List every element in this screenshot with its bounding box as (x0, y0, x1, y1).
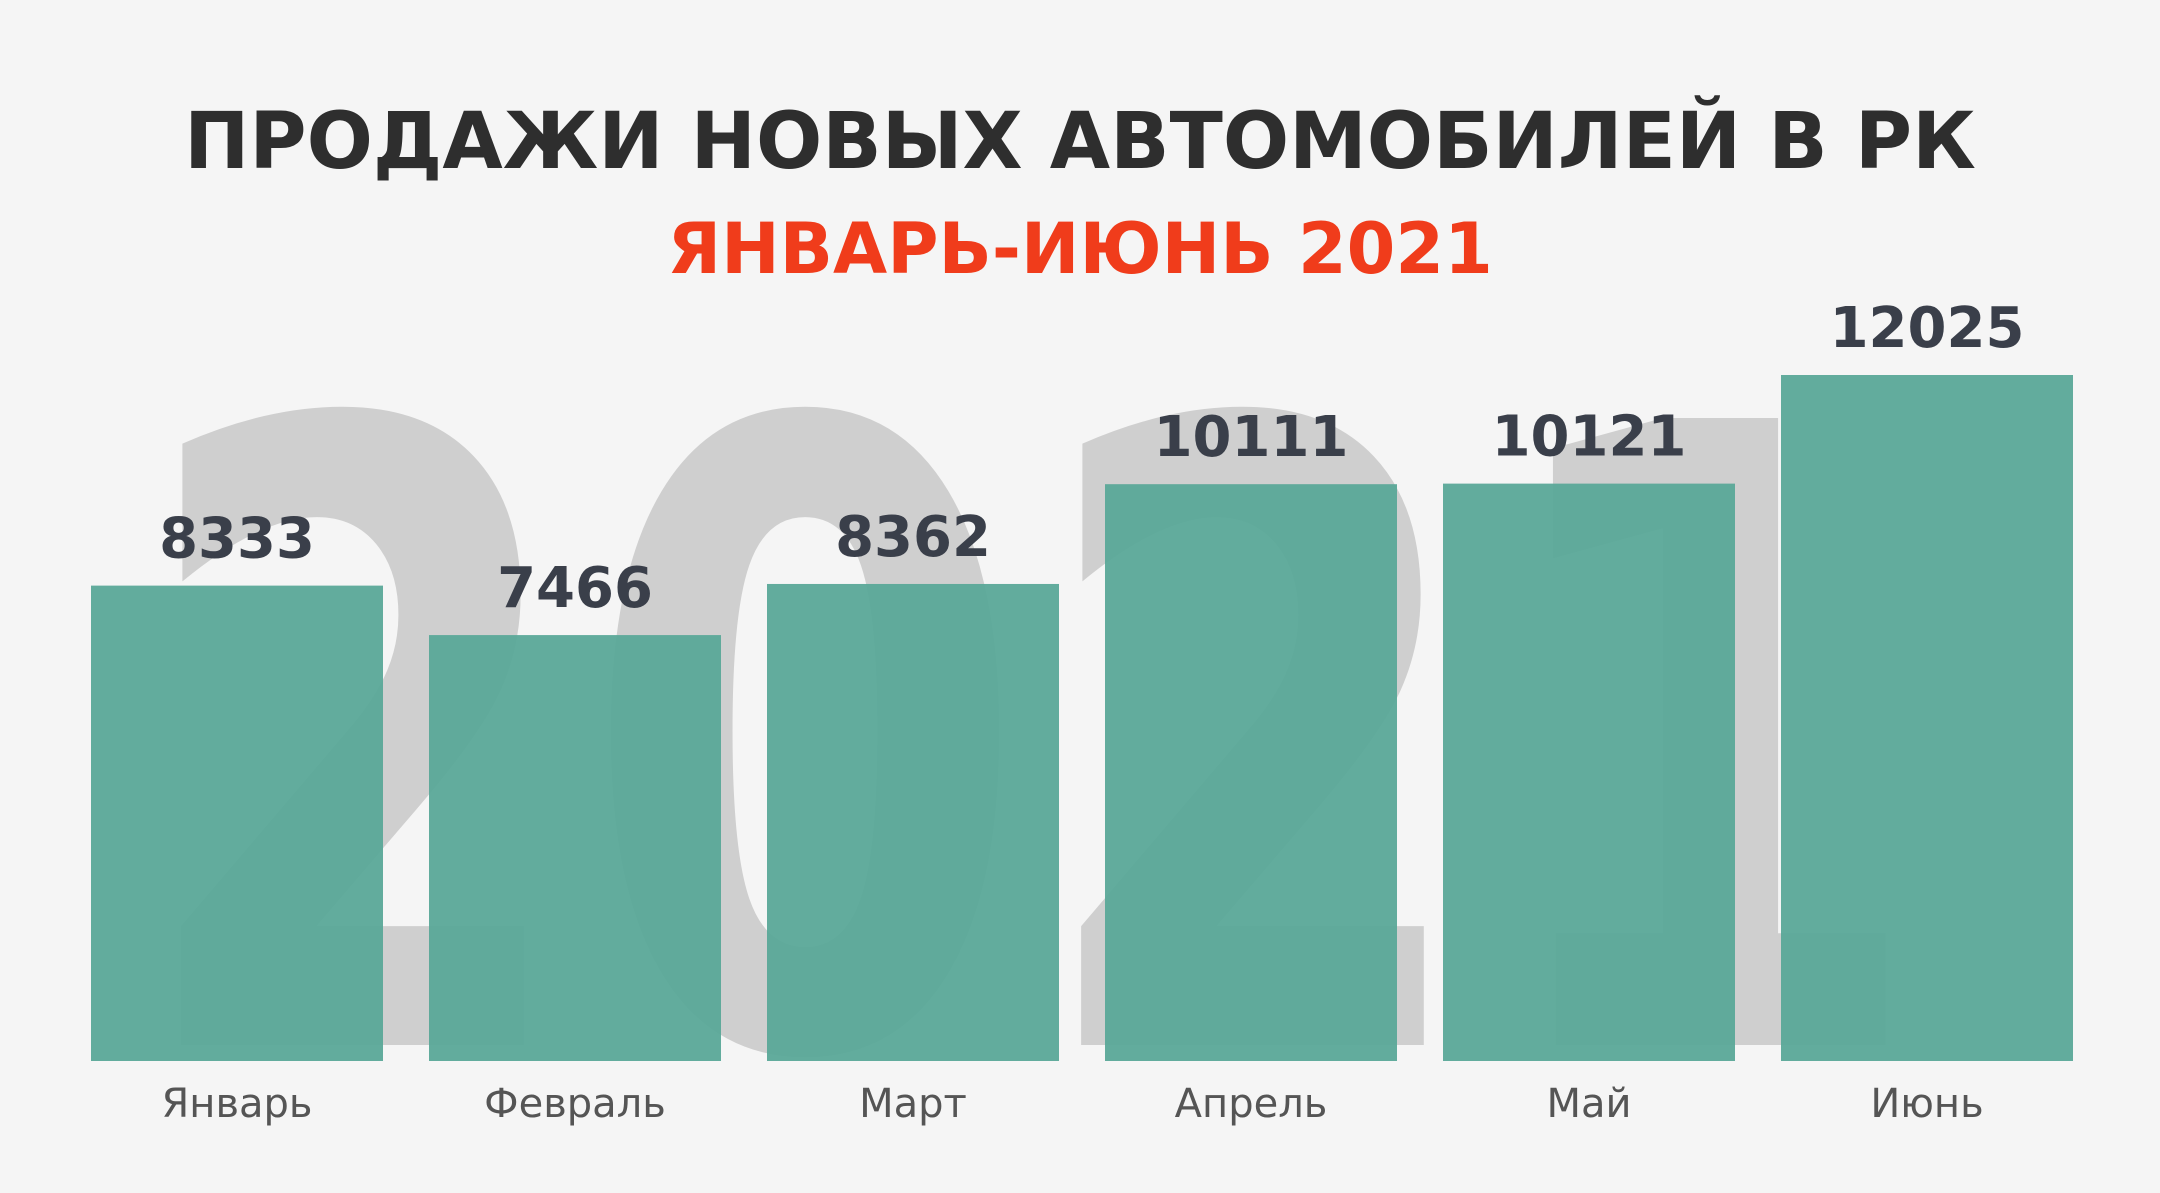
value-label: 10121 (1492, 405, 1687, 470)
bar (767, 583, 1059, 1061)
value-label: 7466 (497, 556, 653, 621)
x-tick-label: Март (859, 1081, 967, 1127)
bar (1105, 484, 1397, 1061)
value-label: 8333 (159, 507, 315, 572)
x-tick-label: Июнь (1870, 1081, 1983, 1127)
bar (91, 585, 383, 1061)
x-tick-label: Февраль (484, 1081, 666, 1127)
x-tick-label: Май (1546, 1081, 1631, 1127)
x-tick-label: Апрель (1175, 1081, 1328, 1127)
bar (1781, 375, 2073, 1061)
value-label: 10111 (1154, 405, 1349, 470)
chart-title: ПРОДАЖИ НОВЫХ АВТОМОБИЛЕЙ В РК (184, 95, 1976, 187)
value-label: 12025 (1830, 296, 2025, 361)
value-label: 8362 (835, 505, 991, 570)
bar (429, 635, 721, 1061)
chart-subtitle: ЯНВАРЬ-ИЮНЬ 2021 (667, 208, 1493, 290)
bar (1443, 483, 1735, 1062)
x-tick-label: Январь (162, 1081, 313, 1127)
